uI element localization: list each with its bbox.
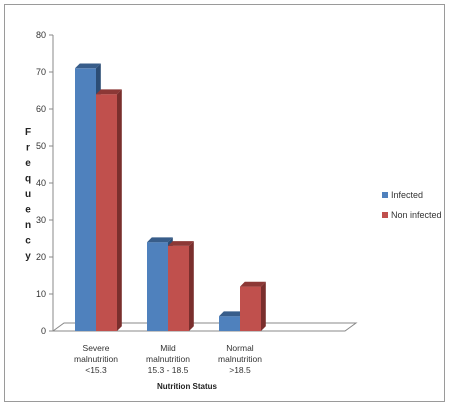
bar-top-face [168,241,194,246]
legend: Infected Non infected [382,190,442,220]
bar-top-face [240,281,266,287]
y-tick-label: 60 [36,104,46,114]
y-tick-label: 40 [36,178,46,188]
bar-top-face [96,89,122,95]
bar-infected [75,68,96,332]
y-tick-label: 0 [41,326,46,336]
bar-side-face [261,281,266,331]
y-tick-label: 50 [36,141,46,151]
y-axis-label-letter: u [25,189,31,200]
legend-label: Non infected [391,210,442,220]
bar-non-infected [240,286,261,331]
category-label: <15.3 [85,365,107,375]
category-label: >18.5 [229,365,251,375]
y-axis-label-letter: r [26,143,30,154]
bar-non-infected [96,94,117,331]
bar-top-face [147,237,173,243]
y-tick-label: 10 [36,289,46,299]
category-label: malnutrition [146,354,190,364]
category-label: malnutrition [218,354,262,364]
y-axis-label-letter: e [25,158,31,169]
legend-swatch [382,212,388,218]
category-label: malnutrition [74,354,118,364]
y-axis-label-letter: n [25,220,31,231]
y-axis-label-letter: c [25,236,31,247]
legend-swatch [382,192,388,198]
y-tick-label: 70 [36,67,46,77]
y-axis-label-letter: q [25,174,31,185]
bars [75,63,266,332]
category-label: Normal [226,343,254,353]
category-label: 15.3 - 18.5 [148,365,189,375]
labels: Severemalnutrition<15.3Mildmalnutrition1… [74,343,262,391]
bar-top-face [219,311,245,317]
category-label: Mild [160,343,176,353]
category-label: Severe [83,343,110,353]
x-axis-title: Nutrition Status [157,382,218,391]
y-tick-label: 30 [36,215,46,225]
bar-top-face [75,63,101,69]
bar-side-face [189,241,194,331]
legend-label: Infected [391,190,423,200]
bar-non-infected [168,245,189,331]
y-axis-label-letter: e [25,205,31,216]
y-axis-label-letter: F [25,127,31,138]
bar-infected [219,316,240,331]
bar-side-face [117,89,122,332]
bar-infected [147,242,168,331]
y-tick-label: 80 [36,30,46,40]
y-tick-label: 20 [36,252,46,262]
y-axis-label-letter: y [25,251,31,262]
